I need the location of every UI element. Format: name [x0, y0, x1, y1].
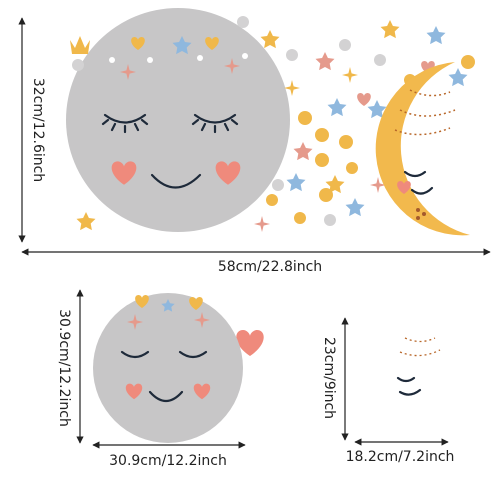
height-label: 30.9cm/12.2inch	[56, 309, 72, 427]
decal-set	[66, 8, 475, 356]
width-label: 58cm/22.8inch	[218, 259, 322, 275]
width-label: 18.2cm/7.2inch	[346, 449, 455, 465]
height-label: 32cm/12.6inch	[30, 78, 46, 182]
sun-decal	[93, 293, 243, 443]
moon-decal	[337, 316, 441, 438]
width-label: 30.9cm/12.2inch	[109, 453, 227, 469]
height-label: 23cm/9inch	[321, 337, 337, 419]
